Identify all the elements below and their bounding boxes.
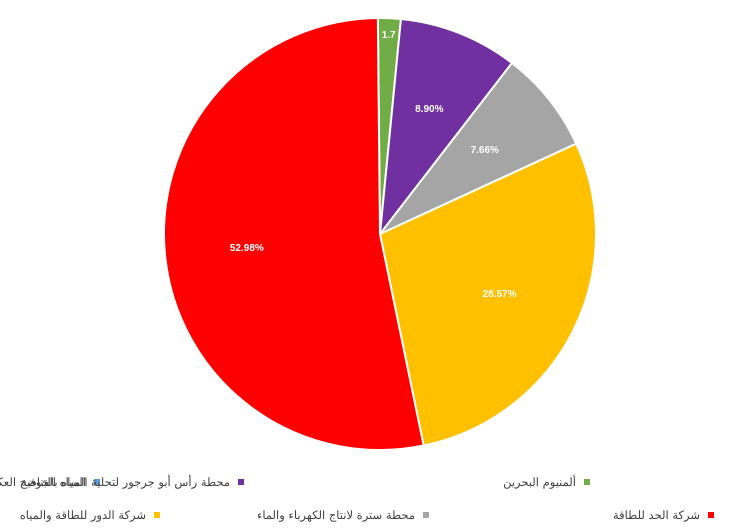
legend-item-ras-abu-jarjur: محطة رأس أبو جرجور لتحلية المياه بالتناض…: [0, 475, 244, 489]
legend-item-sitra: محطة سترة لانتاج الكهرباء والماء: [257, 508, 429, 522]
legend-marker-sitra: [423, 512, 429, 518]
legend-label-ras-abu-jarjur: محطة رأس أبو جرجور لتحلية المياه بالتناض…: [0, 475, 230, 489]
legend-item-al-hidd: شركة الحد للطاقة: [613, 508, 714, 522]
legend-item-alba: ألمنيوم البحرين: [503, 475, 590, 489]
legend-marker-al-dur: [154, 512, 160, 518]
legend-label-sitra: محطة سترة لانتاج الكهرباء والماء: [256, 508, 415, 522]
data-label-2: 8.90%: [415, 104, 443, 115]
pie-slice-3: [379, 61, 578, 235]
legend-item-al-dur: شركة الدور للطاقة والمياه: [20, 508, 160, 522]
pie-slice-2: [378, 17, 514, 238]
pie-slice-4: [378, 142, 597, 447]
data-label-3: 7.66%: [471, 145, 499, 156]
legend-marker-groundwater: [94, 479, 100, 485]
legend-marker-ras-abu-jarjur: [238, 479, 244, 485]
legend-marker-alba: [584, 479, 590, 485]
pie-slice-5: [163, 16, 425, 451]
legend-label-al-hidd: شركة الحد للطاقة: [612, 508, 700, 522]
legend-label-alba: ألمنيوم البحرين: [503, 475, 576, 489]
legend-label-groundwater: المياه الجوفية: [20, 475, 86, 489]
data-label-1: 1.7: [382, 30, 396, 41]
legend-label-al-dur: شركة الدور للطاقة والمياه: [19, 508, 146, 522]
legend-marker-al-hidd: [708, 512, 714, 518]
data-label-4: 28.57%: [483, 289, 517, 300]
data-label-5: 52.98%: [230, 243, 264, 254]
legend-item-groundwater: المياه الجوفية: [21, 475, 100, 489]
